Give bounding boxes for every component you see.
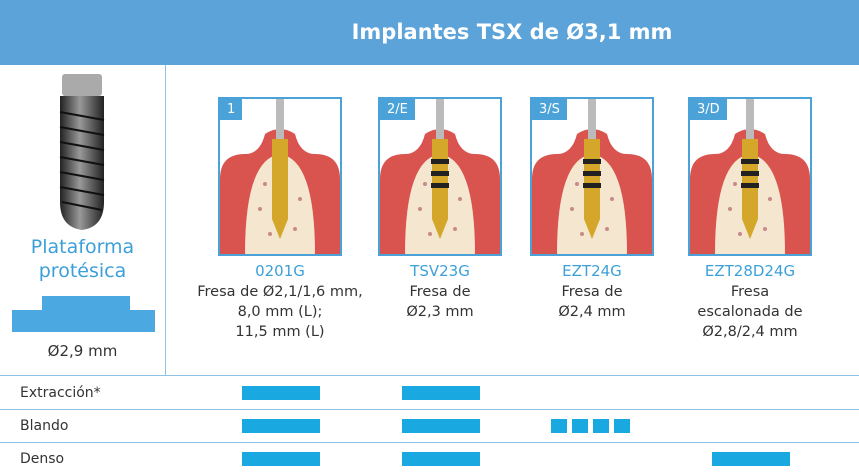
description-line: 11,5 mm (L): [235, 324, 325, 340]
divider: [0, 375, 859, 376]
description-line: Fresa de: [561, 284, 623, 300]
drill-illustration: [532, 99, 652, 254]
header: [0, 0, 859, 65]
title: Implantes TSX de Ø3,1 mm: [351, 20, 673, 44]
drill-card: 2/E: [378, 97, 502, 256]
implant-image: [59, 74, 105, 230]
indicator-dash: [572, 419, 588, 433]
drill-card: 3/S: [530, 97, 654, 256]
description-line: 8,0 mm (L);: [237, 304, 323, 320]
description-line: Ø2,4 mm: [558, 304, 626, 320]
drill-illustration: [690, 99, 810, 254]
drill-card: 3/D: [688, 97, 812, 256]
row-label: Blando: [20, 418, 69, 434]
row-label: Extracción*: [20, 385, 101, 401]
drill-description: Fresa de Ø2,4 mm: [507, 282, 677, 322]
drill-card: 1: [218, 97, 342, 256]
indicator-bar: [712, 452, 790, 466]
description-line: Ø2,3 mm: [406, 304, 474, 320]
platform-shape: [12, 310, 155, 332]
drill-illustration: [380, 99, 500, 254]
drill-illustration: [220, 99, 340, 254]
drill-code: EZT24G: [562, 262, 622, 280]
step-badge: 3/D: [690, 99, 727, 120]
divider: [165, 65, 166, 375]
platform-diameter: Ø2,9 mm: [47, 342, 118, 360]
indicator-bar: [402, 419, 480, 433]
drill-description: Fresa escalonada de Ø2,8/2,4 mm: [665, 282, 835, 342]
description-line: Fresa de: [409, 284, 471, 300]
description-line: escalonada de: [697, 304, 803, 320]
platform-label-line: Plataforma: [30, 236, 135, 258]
indicator-bar: [402, 452, 480, 466]
drill-code: TSV23G: [410, 262, 470, 280]
indicator-bar: [242, 386, 320, 400]
platform-label-line: protésica: [38, 260, 127, 282]
step-badge: 3/S: [532, 99, 567, 120]
indicator-bar: [242, 419, 320, 433]
drill-description: Fresa de Ø2,3 mm: [355, 282, 525, 322]
indicator-bar: [402, 386, 480, 400]
description-line: Fresa: [730, 284, 770, 300]
platform-shape: [42, 296, 130, 310]
divider: [0, 442, 859, 443]
indicator-dash: [551, 419, 567, 433]
row-label: Denso: [20, 451, 65, 467]
divider: [0, 409, 859, 410]
description-line: Fresa de Ø2,1/1,6 mm,: [197, 284, 363, 300]
platform-label: Plataforma protésica: [0, 235, 165, 283]
drill-code: EZT28D24G: [704, 262, 796, 280]
drill-code: 0201G: [255, 262, 305, 280]
drill-description: Fresa de Ø2,1/1,6 mm, 8,0 mm (L); 11,5 mm …: [195, 282, 365, 342]
step-badge: 2/E: [380, 99, 415, 120]
description-line: Ø2,8/2,4 mm: [702, 324, 798, 340]
indicator-dash: [614, 419, 630, 433]
step-badge: 1: [220, 99, 243, 120]
indicator-dash: [593, 419, 609, 433]
indicator-bar: [242, 452, 320, 466]
